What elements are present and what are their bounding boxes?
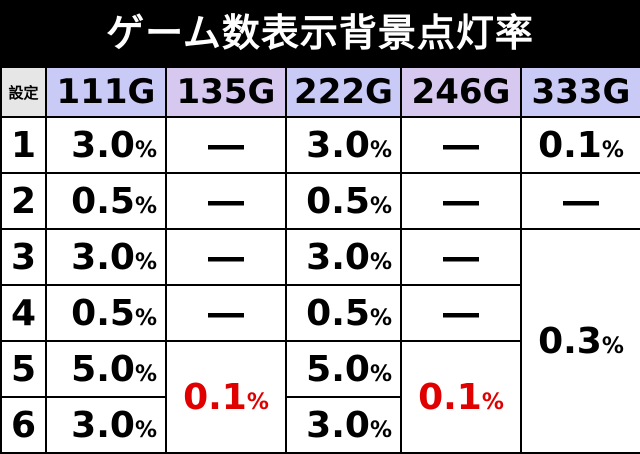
cell: 0.1% bbox=[400, 340, 522, 454]
cell: ― bbox=[400, 228, 522, 286]
cell: 0.1% bbox=[520, 116, 640, 174]
percent-sign: % bbox=[369, 193, 392, 219]
percent-sign: % bbox=[134, 417, 157, 443]
percent-sign: % bbox=[134, 249, 157, 275]
setting: 6 bbox=[0, 396, 47, 454]
cell: 3.0% bbox=[45, 228, 167, 286]
header-cell: 333G bbox=[520, 66, 640, 118]
percent-sign: % bbox=[134, 137, 157, 163]
percent-sign: % bbox=[369, 137, 392, 163]
cell: 0.1% bbox=[165, 340, 287, 454]
cell: 0.5% bbox=[45, 172, 167, 230]
cell: 5.0% bbox=[45, 340, 167, 398]
header-cell: 設定 bbox=[0, 66, 47, 118]
cell: 3.0% bbox=[285, 396, 402, 454]
cell: 3.0% bbox=[285, 228, 402, 286]
cell: ― bbox=[165, 116, 287, 174]
header-cell: 135G bbox=[165, 66, 287, 118]
header-row: 設定 111G 135G 222G 246G 333G bbox=[0, 66, 640, 118]
percent-sign: % bbox=[246, 389, 269, 415]
cell: 3.0% bbox=[285, 116, 402, 174]
header-cell: 222G bbox=[285, 66, 402, 118]
cell: 3.0% bbox=[45, 396, 167, 454]
cell: ― bbox=[400, 284, 522, 342]
row: 6 3.0% 3.0% bbox=[0, 396, 640, 454]
setting: 3 bbox=[0, 228, 47, 286]
title: ゲーム数表示背景点灯率 bbox=[106, 11, 534, 55]
row: 1 3.0% ― 3.0% ― 0.1% bbox=[0, 116, 640, 174]
row: 2 0.5% ― 0.5% ― ― bbox=[0, 172, 640, 230]
row: 3 3.0% ― 3.0% ― 0.3% bbox=[0, 228, 640, 454]
percent-sign: % bbox=[134, 305, 157, 331]
cell: 0.5% bbox=[45, 284, 167, 342]
percent-sign: % bbox=[134, 361, 157, 387]
percent-sign: % bbox=[601, 333, 624, 359]
cell: 0.3% bbox=[520, 228, 640, 454]
cell: 3.0% bbox=[45, 116, 167, 174]
header-cell: 111G bbox=[45, 66, 167, 118]
setting: 5 bbox=[0, 340, 47, 398]
cell: 5.0% bbox=[285, 340, 402, 398]
percent-sign: % bbox=[134, 193, 157, 219]
cell: ― bbox=[400, 116, 522, 174]
percent-sign: % bbox=[481, 389, 504, 415]
setting: 4 bbox=[0, 284, 47, 342]
rate-table: 設定 111G 135G 222G 246G 333G 1 3.0% ― 3.0… bbox=[0, 66, 640, 454]
cell: ― bbox=[520, 172, 640, 230]
percent-sign: % bbox=[369, 249, 392, 275]
percent-sign: % bbox=[369, 417, 392, 443]
header-cell: 246G bbox=[400, 66, 522, 118]
cell: ― bbox=[400, 172, 522, 230]
row: 4 0.5% ― 0.5% ― bbox=[0, 284, 640, 342]
setting: 1 bbox=[0, 116, 47, 174]
percent-sign: % bbox=[369, 305, 392, 331]
cell: ― bbox=[165, 228, 287, 286]
percent-sign: % bbox=[369, 361, 392, 387]
cell: 0.5% bbox=[285, 172, 402, 230]
cell: ― bbox=[165, 172, 287, 230]
cell: ― bbox=[165, 284, 287, 342]
cell: 0.5% bbox=[285, 284, 402, 342]
row: 5 5.0% 0.1% 5.0% 0.1% bbox=[0, 340, 640, 454]
setting: 2 bbox=[0, 172, 47, 230]
percent-sign: % bbox=[601, 137, 624, 163]
